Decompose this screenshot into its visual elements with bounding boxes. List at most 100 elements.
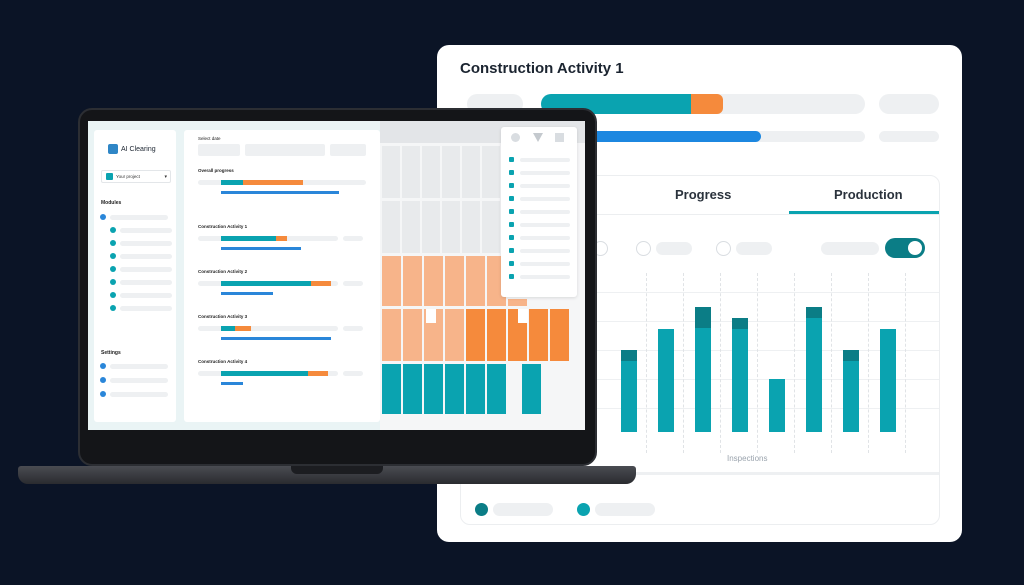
chart-column: [621, 350, 637, 432]
gridline-vertical: [905, 273, 906, 453]
placeholder-pill: [879, 94, 939, 114]
laptop-notch: [291, 466, 383, 474]
map-cell: [426, 309, 436, 323]
filter-row[interactable]: [509, 261, 570, 266]
date-input[interactable]: [330, 144, 366, 156]
bullet-icon: [110, 305, 116, 311]
sidebar-item[interactable]: [100, 363, 168, 369]
legend-label: [493, 503, 553, 516]
progress-track: [198, 326, 338, 331]
map-cell: [462, 201, 480, 253]
activity-label: Construction Activity 1: [198, 224, 248, 229]
checkbox-icon: [509, 183, 514, 188]
chart-column: [695, 307, 711, 432]
filter-label: [520, 209, 570, 214]
activity-label: Construction Activity 3: [198, 314, 248, 319]
sidebar-item[interactable]: [100, 214, 168, 220]
map-cell: [445, 364, 464, 414]
bullet-icon: [110, 292, 116, 298]
plan-fill-blue: [221, 191, 339, 194]
date-input[interactable]: [245, 144, 325, 156]
sidebar-subitem[interactable]: [110, 305, 172, 311]
legend-dot: [475, 503, 488, 516]
sidebar-subitem[interactable]: [110, 292, 172, 298]
sidebar-subitem[interactable]: [110, 227, 172, 233]
filter-label: [520, 183, 570, 188]
project-selector[interactable]: Your project ▾: [101, 170, 171, 183]
map-cell: [382, 146, 400, 198]
app-name: AI Clearing: [121, 145, 156, 153]
map-cell: [522, 364, 541, 414]
map-cell: [529, 309, 548, 361]
checkbox-icon: [509, 222, 514, 227]
chart-column: [732, 318, 748, 432]
x-axis-label: Inspections: [727, 454, 768, 463]
map-cell: [403, 256, 422, 306]
map-cell: [403, 364, 422, 414]
filter-row[interactable]: [509, 157, 570, 162]
sidebar-subitem[interactable]: [110, 253, 172, 259]
overall-progress-label: Overall progress: [198, 168, 234, 173]
map-cell: [422, 201, 440, 253]
tab-production[interactable]: Production: [834, 187, 903, 202]
filter-label: [520, 196, 570, 201]
date-input[interactable]: [198, 144, 240, 156]
chart-column-top: [621, 350, 637, 361]
sidebar-item-label: [110, 377, 168, 383]
sidebar-item[interactable]: [100, 391, 168, 397]
search-icon[interactable]: [511, 133, 520, 142]
toggle-knob: [908, 241, 922, 255]
progress-fill-teal: [221, 326, 235, 331]
progress-fill-teal: [221, 180, 243, 185]
filter-row[interactable]: [509, 183, 570, 188]
checkbox-icon: [509, 170, 514, 175]
sidebar-item-label: [120, 227, 172, 233]
filter-row[interactable]: [509, 274, 570, 279]
tab-progress[interactable]: Progress: [675, 187, 732, 202]
progress-fill-orange: [276, 236, 287, 241]
checkbox-icon: [509, 209, 514, 214]
scroll-track[interactable]: [621, 472, 939, 475]
modules-label: Modules: [101, 200, 122, 206]
sidebar-item[interactable]: [100, 377, 168, 383]
map-cell: [518, 309, 528, 323]
radio-option[interactable]: [716, 241, 731, 256]
bullet-icon: [110, 253, 116, 259]
production-toggle[interactable]: [885, 238, 925, 258]
app-logo: AI Clearing: [108, 144, 156, 154]
progress-fill-orange: [235, 326, 251, 331]
filter-row[interactable]: [509, 222, 570, 227]
filter-label: [520, 248, 570, 253]
sidebar: AI Clearing Your project ▾ Modules Setti…: [94, 130, 176, 422]
chart-column-top: [732, 318, 748, 329]
bullet-icon: [110, 227, 116, 233]
gridline-vertical: [794, 273, 795, 453]
filter-row[interactable]: [509, 170, 570, 175]
settings-label: Settings: [101, 350, 121, 356]
chart-column-top: [806, 307, 822, 318]
bullet-icon: [100, 214, 106, 220]
bullet-icon: [110, 279, 116, 285]
sidebar-subitem[interactable]: [110, 279, 172, 285]
sidebar-subitem[interactable]: [110, 240, 172, 246]
filter-row[interactable]: [509, 235, 570, 240]
chevron-down-icon: ▾: [164, 173, 167, 180]
sidebar-item-label: [110, 363, 168, 369]
progress-panel: Select date Overall progress Constructio…: [184, 130, 380, 422]
filter-row[interactable]: [509, 248, 570, 253]
settings-icon[interactable]: [555, 133, 564, 142]
chart-column-top: [843, 350, 859, 361]
gridline-vertical: [683, 273, 684, 453]
map-cell: [402, 201, 420, 253]
plan-fill-blue: [221, 382, 243, 385]
filter-row[interactable]: [509, 196, 570, 201]
filter-row[interactable]: [509, 209, 570, 214]
sidebar-item-label: [120, 305, 172, 311]
chart-column: [769, 379, 785, 432]
radio-option[interactable]: [636, 241, 651, 256]
map-cell: [550, 309, 569, 361]
filter-icon[interactable]: [533, 133, 543, 142]
map-cell: [466, 364, 485, 414]
sidebar-subitem[interactable]: [110, 266, 172, 272]
progress-track: [343, 371, 363, 376]
